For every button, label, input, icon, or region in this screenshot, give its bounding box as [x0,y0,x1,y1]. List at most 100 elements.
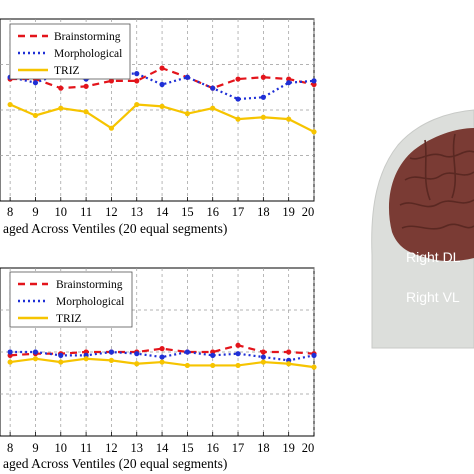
x-tick-label: 20 [302,205,315,219]
data-point-triz [260,359,266,365]
data-point-triz [286,116,292,122]
x-tick-label: 18 [257,441,270,455]
brain-shape [388,128,474,261]
data-point-triz [7,101,13,108]
data-point-triz [83,109,89,115]
data-point-triz [260,114,266,120]
x-tick-label: 9 [32,205,38,219]
data-point-morphological [311,352,317,358]
data-point-morphological [210,85,216,91]
x-tick-label: 17 [232,205,245,219]
data-point-triz [210,105,216,111]
x-tick-label: 10 [55,205,68,219]
data-point-triz [286,361,292,367]
data-point-triz [235,116,241,122]
bottom-legend-brainstorming-label: Brainstorming [56,279,123,291]
bottom-legend-morphological-label: Morphological [56,296,124,308]
top-chart-x-ticks: 8 9 10 11 12 13 14 15 16 17 18 19 20 [7,197,315,219]
x-tick-label: 20 [302,441,315,455]
x-tick-label: 14 [156,205,169,219]
data-point-morphological [235,351,241,357]
data-point-triz [58,359,64,365]
data-point-morphological [210,352,216,358]
data-point-morphological [159,81,165,88]
top-chart-legend: Brainstorming Morphological TRIZ [9,23,131,80]
bottom-chart: 8 9 10 11 12 13 14 15 16 17 18 19 20 aged Across Ven… [0,267,317,471]
data-point-triz [184,362,190,369]
data-point-triz [134,101,140,108]
top-chart-x-axis-label: aged Across Ventiles (20 equal segments) [3,221,227,236]
data-point-morphological [159,354,165,360]
data-point-triz [210,362,216,369]
data-point-triz [32,356,39,362]
data-point-brainstorming [286,349,292,355]
data-point-morphological [32,80,39,86]
brain-image: Right DL Right VL [371,109,474,349]
data-point-triz [159,103,165,109]
x-tick-label: 17 [232,441,245,455]
data-point-triz [159,359,165,365]
data-point-morphological [184,349,190,355]
x-tick-label: 11 [80,441,92,455]
data-point-morphological [32,349,39,355]
top-legend-triz-label: TRIZ [54,65,80,77]
data-point-morphological [134,351,140,357]
data-point-brainstorming [134,78,140,84]
x-tick-label: 19 [282,205,295,219]
data-point-brainstorming [260,349,266,355]
x-tick-label: 11 [80,205,92,219]
x-tick-label: 16 [206,441,219,455]
data-point-brainstorming [83,83,89,89]
x-tick-label: 12 [105,441,118,455]
data-point-brainstorming [235,76,241,82]
data-point-triz [311,129,317,135]
x-tick-label: 9 [32,441,38,455]
x-tick-label: 15 [181,441,194,455]
data-point-triz [83,356,89,362]
brain-label-right-dl: Right DL [406,249,461,265]
data-point-triz [58,105,64,111]
bottom-chart-series [7,342,317,370]
data-point-brainstorming [159,65,165,71]
data-point-triz [184,111,190,117]
top-chart-series [7,65,317,135]
x-tick-label: 8 [7,205,13,219]
x-tick-label: 12 [105,205,118,219]
data-point-morphological [311,78,317,84]
x-tick-label: 13 [130,205,143,219]
bottom-legend-triz-label: TRIZ [56,313,82,325]
data-point-morphological [134,71,140,77]
x-tick-label: 13 [130,441,143,455]
data-point-morphological [58,352,64,358]
bottom-chart-legend: Brainstorming Morphological TRIZ [9,271,133,328]
data-point-morphological [7,349,13,355]
data-point-morphological [108,349,115,355]
x-tick-label: 14 [156,441,169,455]
data-point-morphological [286,80,292,86]
x-tick-label: 19 [282,441,295,455]
data-point-triz [108,357,115,363]
data-point-brainstorming [159,346,165,352]
data-point-brainstorming [260,74,266,80]
data-point-triz [134,361,140,367]
brain-folds [399,133,474,230]
data-point-triz [108,125,115,131]
data-point-brainstorming [108,78,115,84]
data-point-brainstorming [58,85,64,91]
top-legend-brainstorming-label: Brainstorming [54,31,121,43]
x-tick-label: 16 [206,205,219,219]
data-point-morphological [184,74,190,80]
data-point-morphological [260,94,266,100]
data-point-morphological [235,96,241,102]
x-tick-label: 8 [7,441,13,455]
brain-label-right-vl: Right VL [406,289,460,305]
data-point-triz [311,364,317,370]
bottom-chart-x-axis-label: aged Across Ventiles (20 equal segments) [3,456,227,471]
x-tick-label: 15 [181,205,194,219]
x-tick-label: 10 [55,441,68,455]
data-point-triz [7,359,13,365]
data-point-brainstorming [235,342,241,348]
data-point-triz [32,112,39,119]
x-tick-label: 18 [257,205,270,219]
